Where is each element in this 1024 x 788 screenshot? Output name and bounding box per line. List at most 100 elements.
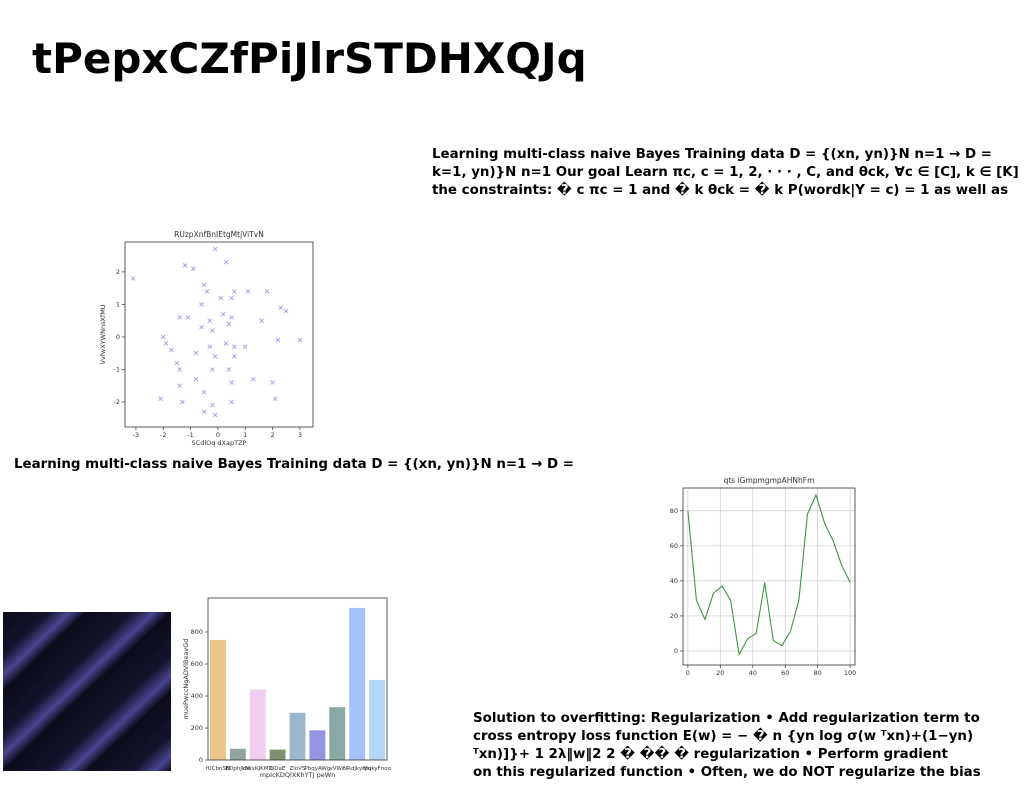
bar — [329, 707, 346, 760]
point — [275, 337, 281, 343]
bar — [249, 689, 266, 760]
x-tick-label: 3 — [298, 431, 302, 439]
y-tick-label: 0 — [674, 647, 678, 655]
y-tick-label: -2 — [114, 398, 120, 406]
text-line: on this regularized function • Often, we… — [473, 765, 981, 780]
point — [177, 383, 182, 388]
point — [201, 389, 207, 395]
x-tick-label: -3 — [133, 431, 139, 439]
point — [207, 344, 212, 349]
axes-frame — [207, 597, 388, 761]
y-tick-label: 600 — [191, 660, 203, 668]
point — [297, 337, 303, 343]
x-tick-label: 0 — [686, 669, 690, 677]
axes-frame — [682, 487, 856, 666]
text-line: Learning multi-class naive Bayes Trainin… — [14, 457, 574, 472]
point — [221, 311, 226, 317]
chart-title: qts iGmpmgmpAHNhFm — [724, 476, 815, 485]
point — [177, 315, 182, 320]
point — [210, 367, 215, 372]
x-tick-label: NRdjkyrpu — [343, 766, 371, 772]
axes-frame — [124, 241, 314, 428]
point — [201, 282, 207, 288]
point — [232, 344, 237, 349]
line — [687, 493, 851, 657]
point — [204, 289, 210, 294]
point — [229, 315, 234, 320]
point — [273, 396, 278, 401]
y-tick-label: 1 — [116, 301, 120, 309]
x-tick-label: 20 — [716, 669, 724, 677]
y-axis-label: muePwccNgADVlBeavGd — [182, 639, 190, 720]
x-tick-label: 2 — [270, 431, 274, 439]
point — [232, 354, 237, 359]
text-line: Solution to overfitting: Regularization … — [473, 711, 980, 726]
text-line: ᵀxn)]}+ 1 2λ‖w‖2 2 � �� � regularization… — [473, 747, 948, 762]
point — [160, 334, 166, 340]
y-tick-label: 2 — [116, 268, 120, 276]
bar — [209, 639, 226, 760]
point — [212, 412, 218, 418]
point — [283, 308, 289, 314]
point — [223, 341, 229, 346]
x-tick-label: QDaE — [270, 766, 286, 772]
point — [242, 344, 248, 349]
bar — [269, 749, 286, 760]
x-tick-label: 0 — [216, 431, 220, 439]
point — [278, 305, 284, 310]
point — [163, 341, 169, 346]
x-axis-label: SCdlOq dXapTZP — [192, 439, 247, 447]
point — [226, 321, 232, 327]
point — [207, 318, 212, 323]
point — [174, 360, 180, 366]
x-tick-label: 100 — [844, 669, 856, 677]
point — [212, 354, 218, 359]
bar — [369, 679, 386, 760]
point — [199, 324, 204, 330]
point — [264, 289, 270, 294]
point — [232, 289, 237, 294]
point — [199, 302, 204, 307]
point — [210, 402, 215, 408]
point — [229, 399, 234, 405]
bar — [309, 730, 326, 760]
y-tick-label: 20 — [670, 612, 678, 620]
point — [218, 295, 223, 301]
chart-title: RUzpXnfBnIEtgMtjViTvN — [174, 230, 264, 239]
text-block: Learning multi-class naive Bayes Trainin… — [14, 456, 614, 474]
y-tick-label: 800 — [191, 628, 203, 636]
image — [3, 612, 171, 771]
y-axis-label: VvfwXYWNnsXfMU — [99, 304, 107, 364]
point — [259, 318, 264, 323]
point — [251, 376, 256, 382]
y-tick-label: -1 — [114, 366, 120, 374]
point — [193, 376, 199, 382]
page-title: tPepxCZfPiJlrSTDHXQJq — [32, 34, 587, 83]
point — [185, 315, 191, 320]
point — [226, 367, 232, 372]
x-tick-label: ZloVS — [290, 766, 306, 772]
x-tick-label: 80 — [814, 669, 822, 677]
point — [270, 380, 275, 385]
text-line: k=1, yn)}N n=1 Our goal Learn πc, c = 1,… — [432, 165, 1019, 180]
point — [130, 276, 136, 281]
y-tick-label: 400 — [191, 692, 203, 700]
x-tick-label: -1 — [187, 431, 193, 439]
text-line: Learning multi-class naive Bayes Trainin… — [432, 147, 992, 162]
y-tick-label: 200 — [191, 724, 203, 732]
x-axis-label: mpIcKDQlXKhYTJ peWn — [260, 771, 336, 779]
y-tick-label: 0 — [199, 756, 203, 764]
point — [201, 409, 207, 415]
bar — [349, 607, 366, 760]
text-block: Learning multi-class naive Bayes Trainin… — [432, 146, 1024, 200]
point — [191, 266, 196, 271]
x-tick-label: 1 — [243, 431, 247, 439]
x-tick-label: PbqyAWg — [304, 766, 330, 772]
x-tick-label: dWxKJKMD — [243, 766, 273, 772]
y-tick-label: 60 — [670, 542, 678, 550]
point — [193, 350, 199, 356]
bar — [289, 712, 306, 760]
y-tick-label: 40 — [670, 577, 678, 585]
point — [229, 295, 234, 301]
